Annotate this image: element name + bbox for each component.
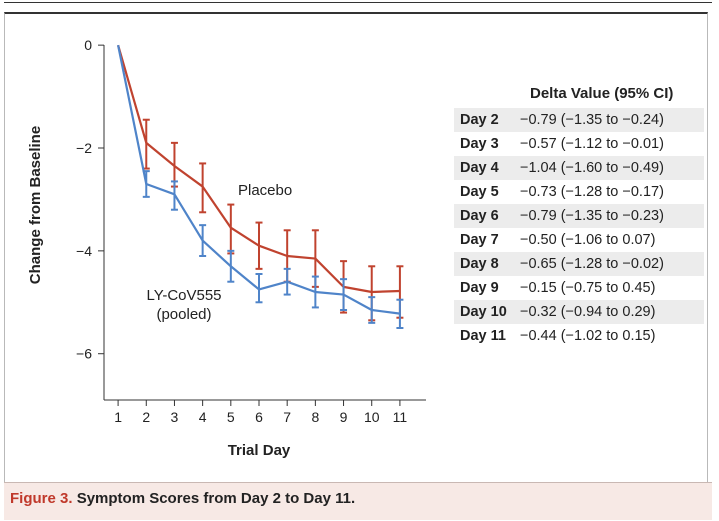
series-label-line: Placebo (238, 182, 292, 199)
row-delta-value: −0.79 (−1.35 to −0.24) (520, 112, 664, 128)
row-delta-value: −0.44 (−1.02 to 0.15) (520, 328, 656, 344)
row-delta-value: −0.57 (−1.12 to −0.01) (520, 136, 664, 152)
x-tick-label: 1 (114, 409, 122, 425)
y-tick-label: −2 (76, 140, 92, 156)
table-row: Day 7 −0.50 (−1.06 to 0.07) (454, 228, 704, 252)
y-tick-label: −6 (76, 346, 92, 362)
row-day: Day 11 (460, 328, 506, 344)
row-day: Day 9 (460, 280, 499, 296)
table-row: Day 5 −0.73 (−1.28 to −0.17) (454, 180, 704, 204)
treatment-series-label: LY-CoV555 (pooled) (146, 287, 221, 323)
row-day: Day 5 (460, 184, 499, 200)
x-tick-label: 3 (171, 409, 179, 425)
row-delta-value: −0.50 (−1.06 to 0.07) (520, 232, 656, 248)
x-tick-label: 2 (142, 409, 150, 425)
row-delta-value: −0.79 (−1.35 to −0.23) (520, 208, 664, 224)
caption-bar (4, 482, 712, 520)
x-tick-label: 6 (255, 409, 263, 425)
figure-number: Figure 3. (10, 490, 73, 507)
table-rows: Day 2 −0.79 (−1.35 to −0.24) Day 3 −0.57 (−… (454, 108, 704, 348)
treatment-series (117, 44, 404, 329)
placebo-series-label: Placebo (238, 182, 292, 199)
x-axis-title: Trial Day (228, 442, 291, 459)
row-day: Day 2 (460, 112, 499, 128)
x-tick-label: 10 (364, 409, 380, 425)
series-layer (117, 44, 404, 329)
row-delta-value: −0.73 (−1.28 to −0.17) (520, 184, 664, 200)
y-tick-label: −4 (76, 243, 92, 259)
x-tick-label: 9 (340, 409, 348, 425)
row-delta-value: −0.65 (−1.28 to −0.02) (520, 256, 664, 272)
table-row: Day 9 −0.15 (−0.75 to 0.45) (454, 276, 704, 300)
placebo-line (117, 44, 400, 294)
row-day: Day 3 (460, 136, 499, 152)
table-row: Day 11 −0.44 (−1.02 to 0.15) (454, 324, 704, 348)
table-title: Delta Value (95% CI) (530, 85, 674, 102)
row-delta-value: −0.15 (−0.75 to 0.45) (520, 280, 656, 296)
top-rule (4, 2, 712, 3)
caption-text: Symptom Scores from Day 2 to Day 11. (76, 490, 356, 507)
x-tick-label: 11 (393, 409, 408, 425)
table-row: Day 2 −0.79 (−1.35 to −0.24) (454, 108, 704, 132)
x-tick-label: 5 (227, 409, 235, 425)
x-tick-label: 7 (283, 409, 291, 425)
table-row: Day 3 −0.57 (−1.12 to −0.01) (454, 132, 704, 156)
figure-caption: Figure 3. Symptom Scores from Day 2 to D… (10, 490, 355, 507)
symptom-score-chart: 0 −2 −4 −6 1 2 3 4 5 6 7 8 9 10 11 Change from Baselin… (27, 37, 426, 459)
row-day: Day 8 (460, 256, 499, 272)
axes: 0 −2 −4 −6 1 2 3 4 5 6 7 8 9 10 11 (76, 37, 426, 425)
series-label-line: (pooled) (156, 306, 211, 323)
x-tick-label: 4 (199, 409, 207, 425)
table-row: Day 4 −1.04 (−1.60 to −0.49) (454, 156, 704, 180)
table-row: Day 8 −0.65 (−1.28 to −0.02) (454, 252, 704, 276)
row-day: Day 10 (460, 304, 507, 320)
table-row: Day 6 −0.79 (−1.35 to −0.23) (454, 204, 704, 228)
row-day: Day 6 (460, 208, 499, 224)
delta-value-table: Delta Value (95% CI) Day 2 −0.79 (−1.35 t… (454, 80, 704, 348)
row-delta-value: −1.04 (−1.60 to −0.49) (520, 160, 664, 176)
table-row: Day 10 −0.32 (−0.94 to 0.29) (454, 300, 704, 324)
y-tick-label: 0 (84, 37, 92, 53)
treatment-line (117, 44, 401, 315)
row-day: Day 4 (460, 160, 499, 176)
x-tick-label: 8 (311, 409, 319, 425)
row-delta-value: −0.32 (−0.94 to 0.29) (520, 304, 656, 320)
y-axis-title: Change from Baseline (27, 126, 44, 284)
row-day: Day 7 (460, 232, 499, 248)
series-label-line: LY-CoV555 (146, 287, 221, 304)
figure: 0 −2 −4 −6 1 2 3 4 5 6 7 8 9 10 11 Change from Baselin… (4, 0, 712, 520)
